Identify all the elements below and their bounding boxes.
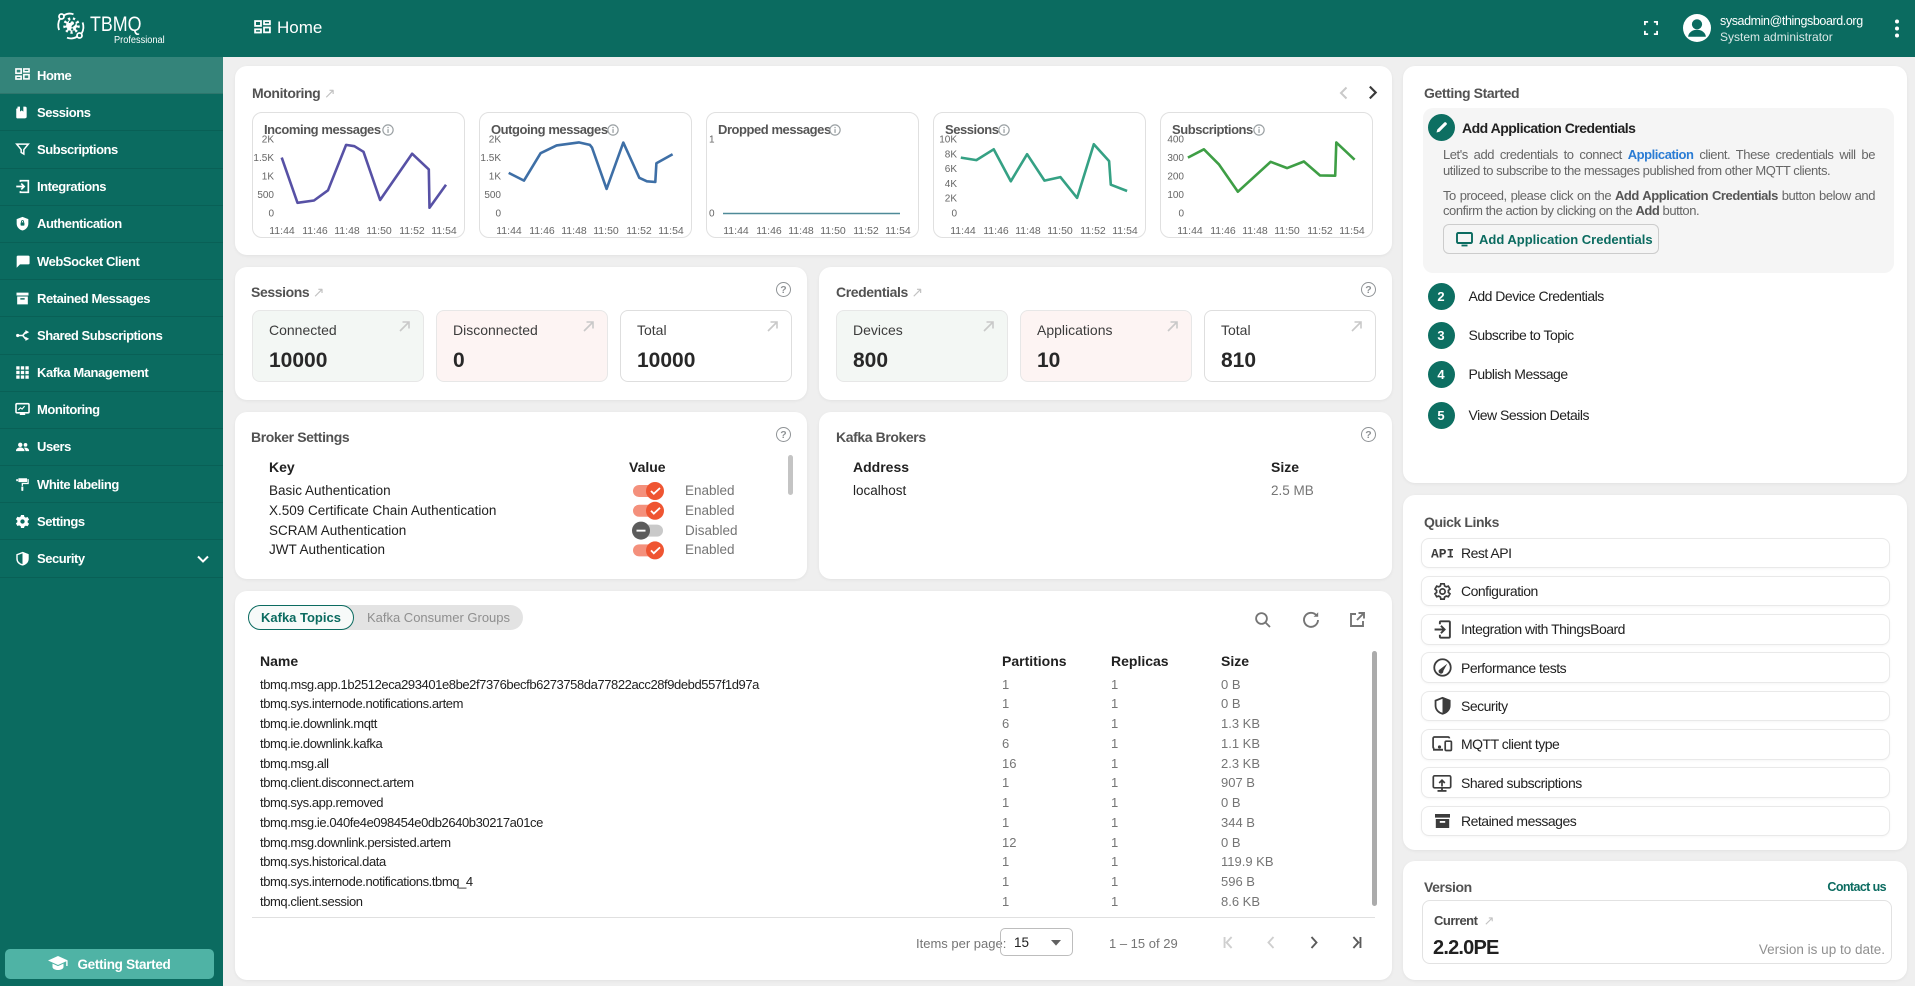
svg-text:11:44: 11:44: [1177, 225, 1203, 237]
svg-text:0: 0: [1178, 209, 1184, 220]
svg-text:2K: 2K: [262, 135, 275, 146]
svg-text:11:46: 11:46: [302, 225, 328, 237]
svg-text:11:44: 11:44: [723, 225, 749, 237]
svg-text:11:48: 11:48: [561, 225, 587, 237]
svg-text:300: 300: [1167, 153, 1184, 164]
svg-text:0: 0: [268, 209, 274, 220]
svg-text:API: API: [1431, 547, 1453, 559]
svg-text:11:46: 11:46: [756, 225, 782, 237]
svg-text:11:54: 11:54: [431, 225, 457, 237]
svg-text:1.5K: 1.5K: [480, 153, 501, 164]
svg-text:11:44: 11:44: [269, 225, 295, 237]
svg-text:11:50: 11:50: [1047, 225, 1073, 237]
svg-text:1.5K: 1.5K: [253, 153, 274, 164]
svg-text:100: 100: [1167, 190, 1184, 201]
svg-text:11:48: 11:48: [1015, 225, 1041, 237]
svg-text:11:52: 11:52: [626, 225, 652, 237]
svg-text:11:52: 11:52: [1080, 225, 1106, 237]
svg-text:0: 0: [951, 209, 957, 220]
svg-text:11:52: 11:52: [399, 225, 425, 237]
svg-text:2K: 2K: [945, 194, 958, 205]
svg-text:11:52: 11:52: [1307, 225, 1333, 237]
svg-text:500: 500: [484, 190, 501, 201]
svg-text:11:44: 11:44: [950, 225, 976, 237]
svg-text:11:48: 11:48: [334, 225, 360, 237]
svg-text:4K: 4K: [945, 179, 958, 190]
svg-text:11:54: 11:54: [658, 225, 684, 237]
svg-text:2K: 2K: [489, 135, 502, 146]
svg-text:11:48: 11:48: [1242, 225, 1268, 237]
svg-text:11:50: 11:50: [593, 225, 619, 237]
svg-text:11:54: 11:54: [1112, 225, 1138, 237]
svg-text:1K: 1K: [262, 172, 275, 183]
svg-text:11:54: 11:54: [1339, 225, 1365, 237]
svg-text:0: 0: [495, 209, 501, 220]
svg-text:11:54: 11:54: [885, 225, 911, 237]
svg-text:1K: 1K: [489, 172, 502, 183]
svg-text:11:44: 11:44: [496, 225, 522, 237]
svg-text:11:50: 11:50: [1274, 225, 1300, 237]
svg-text:11:50: 11:50: [366, 225, 392, 237]
svg-text:6K: 6K: [945, 164, 958, 175]
svg-text:1: 1: [709, 135, 715, 146]
svg-text:500: 500: [257, 190, 274, 201]
svg-text:11:48: 11:48: [788, 225, 814, 237]
svg-text:10K: 10K: [939, 135, 957, 146]
svg-text:400: 400: [1167, 135, 1184, 146]
svg-text:200: 200: [1167, 172, 1184, 183]
svg-text:11:46: 11:46: [529, 225, 555, 237]
svg-text:8K: 8K: [945, 149, 958, 160]
svg-text:11:46: 11:46: [983, 225, 1009, 237]
svg-text:0: 0: [709, 209, 715, 220]
svg-text:11:46: 11:46: [1210, 225, 1236, 237]
svg-text:11:50: 11:50: [820, 225, 846, 237]
svg-text:11:52: 11:52: [853, 225, 879, 237]
